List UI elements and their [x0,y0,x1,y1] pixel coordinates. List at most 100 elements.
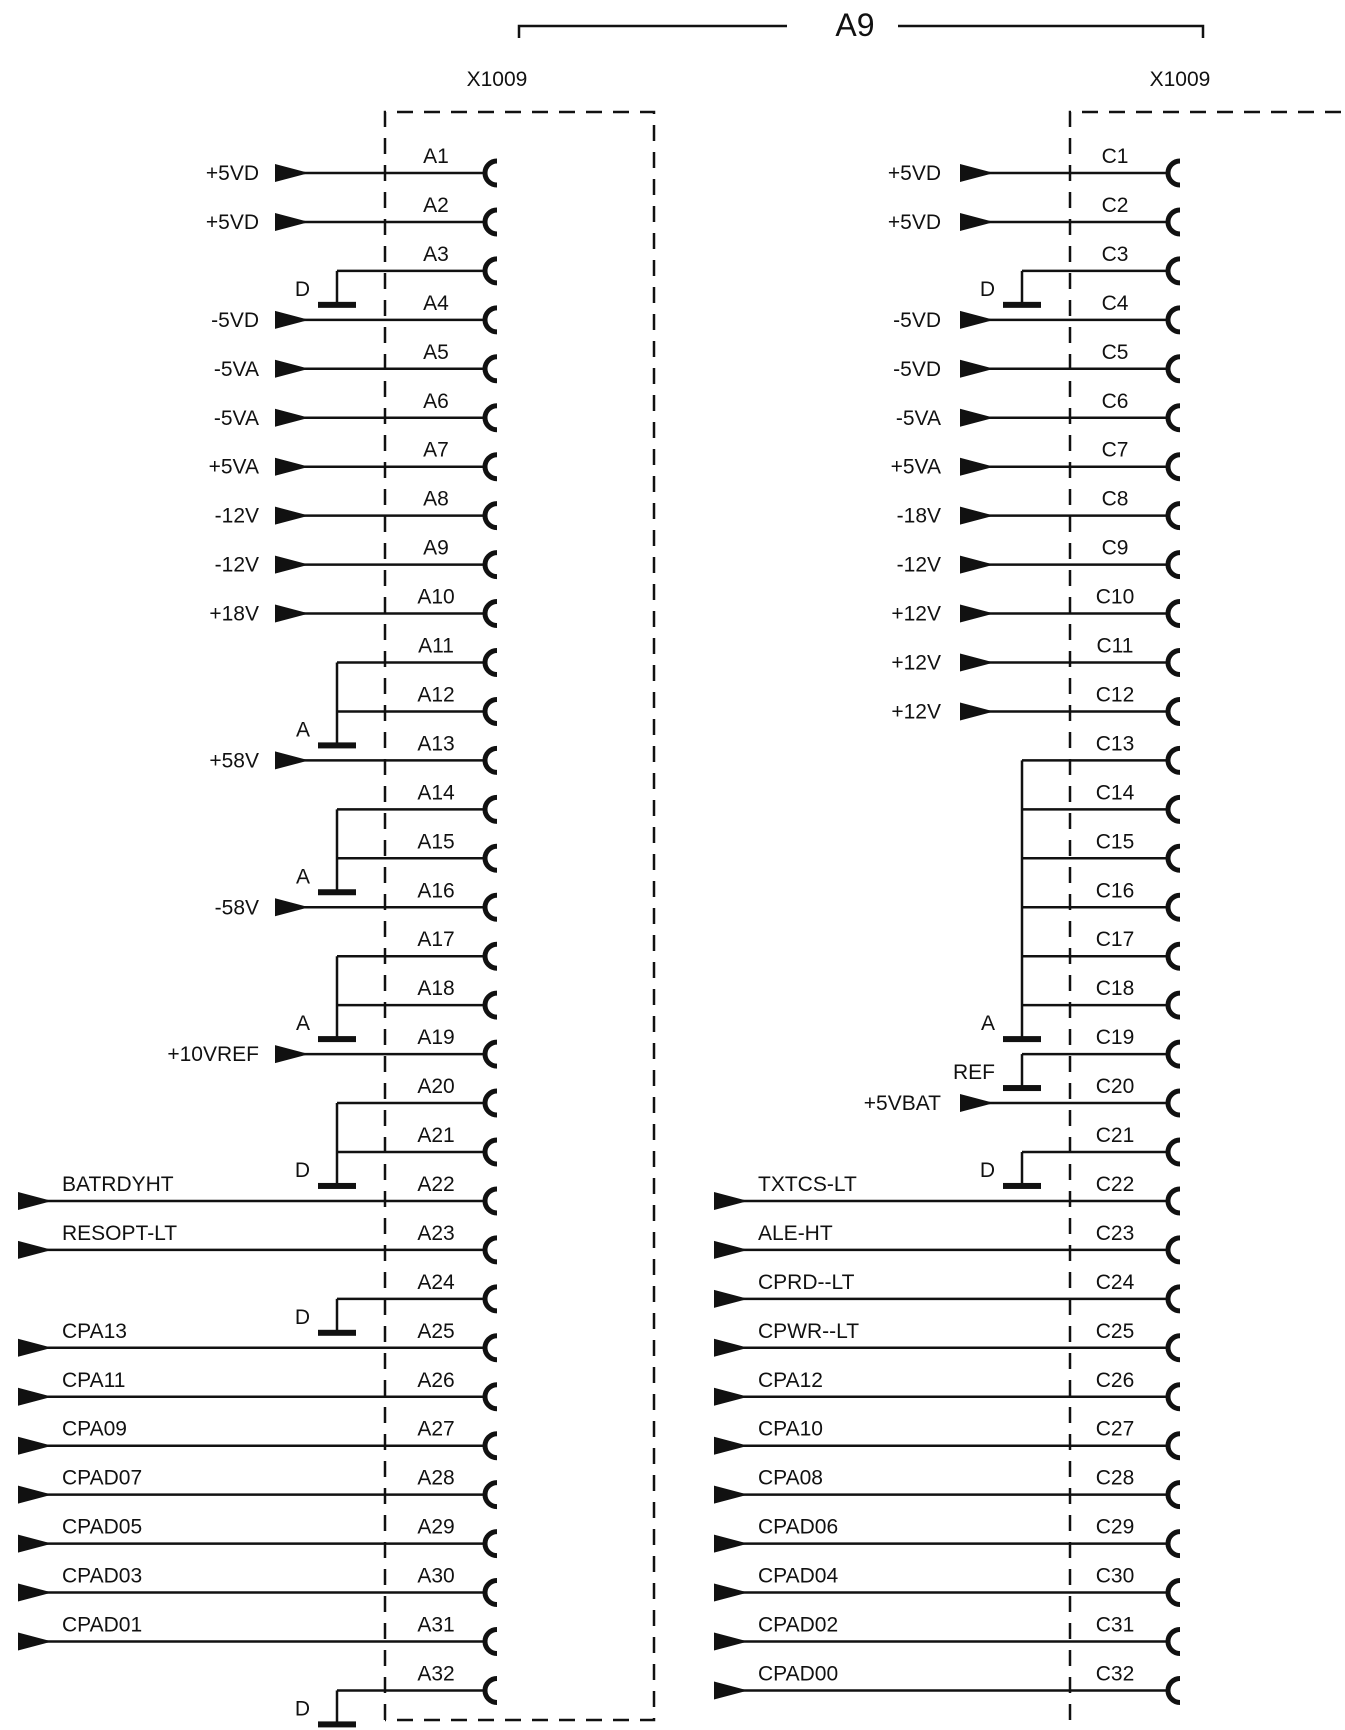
signal-arrow [960,555,994,574]
signal-arrow [18,1436,52,1455]
ground-symbol: D [980,1150,1168,1189]
pin-label: A26 [417,1369,454,1392]
pin-label: A31 [417,1614,454,1637]
ground-label: A [296,865,310,888]
net-label: CPAD02 [758,1614,838,1637]
ground-label: D [295,1159,310,1182]
contact-symbol [482,354,498,384]
pin-c31: C31 CPAD02 [714,1614,1181,1656]
contact-symbol [1165,1382,1181,1412]
net-label: CPAD03 [62,1565,142,1588]
net-label: +5VD [206,162,259,185]
contact-symbol [1165,452,1181,482]
contact-symbol [1165,1186,1181,1216]
ground-symbol: A [296,661,485,749]
pin-label: C6 [1102,390,1129,413]
signal-arrow [275,898,309,917]
signal-arrow [960,408,994,427]
pin-label: C25 [1096,1320,1135,1343]
contact-symbol [482,452,498,482]
contact-symbol [1165,501,1181,531]
pin-label: C29 [1096,1516,1135,1539]
contact-symbol [1165,354,1181,384]
board-bracket: A9 [517,7,1205,43]
pin-label: C18 [1096,977,1135,1000]
pin-label: C15 [1096,830,1135,853]
signal-arrow [275,1045,309,1064]
contact-symbol [482,648,498,677]
net-label: RESOPT-LT [62,1222,177,1245]
pin-label: A27 [417,1418,454,1441]
pin-c14: C14 [1096,781,1181,824]
contact-symbol [1165,550,1181,580]
contact-symbol [1165,794,1181,824]
pin-label: A4 [423,292,449,315]
signal-arrow [18,1338,52,1357]
pin-label: A15 [417,830,454,853]
pin-label: A3 [423,243,449,266]
signal-arrow [714,1485,748,1504]
contact-symbol [482,1382,498,1412]
pin-c1: C1 +5VD [888,145,1181,188]
pin-label: C28 [1096,1467,1135,1490]
ground-bar [318,1721,356,1728]
net-label: +12V [891,652,941,675]
pin-c6: C6 -5VA [896,390,1181,433]
pin-c21: C21 [1096,1124,1181,1167]
contact-symbol [1165,1578,1181,1608]
signal-arrow [960,310,994,329]
ground-bar [318,1182,356,1189]
pin-c30: C30 CPAD04 [714,1565,1181,1608]
pin-c12: C12 +12V [891,683,1181,726]
signal-arrow [275,212,309,231]
ground-label: A [981,1012,995,1035]
contact-symbol [482,403,498,433]
ground-bar [1003,1036,1041,1043]
signal-arrow [960,506,994,525]
net-label: -5VD [211,309,259,332]
pin-a8: A8 -12V [215,488,498,531]
ground-symbol: D [980,269,1168,308]
pins-layer: A1 +5VD A2 +5VD A3 A4 -5VD A5 -5VA A6 -5VA A7 +5VA A8… [18,145,1181,1705]
net-label: TXTCS-LT [758,1173,857,1196]
pin-a15: A15 [417,830,498,873]
pin-a10: A10 +18V [209,586,498,629]
signal-arrow [960,457,994,476]
net-label: -18V [897,505,941,528]
pin-label: C20 [1096,1075,1135,1098]
pin-label: C10 [1096,586,1135,609]
signal-arrow [960,359,994,378]
net-label: +10VREF [167,1043,259,1066]
pin-c22: C22 TXTCS-LT [714,1173,1181,1216]
contact-symbol [482,745,498,775]
pin-a13: A13 +58V [209,732,498,775]
ground-label: A [296,1012,310,1035]
contact-symbol [1165,1480,1181,1510]
contact-symbol [1165,648,1181,677]
pin-label: C22 [1096,1173,1135,1196]
contact-symbol [1165,696,1181,726]
pin-c4: C4 -5VD [893,292,1181,335]
pin-label: C7 [1102,439,1129,462]
contact-symbol [482,207,498,237]
pin-label: C8 [1102,488,1129,511]
pin-c16: C16 [1096,879,1181,922]
contact-symbol [1165,305,1181,335]
contact-symbol [482,1578,498,1608]
signal-arrow [714,1632,748,1651]
pin-label: C9 [1102,537,1129,560]
pin-a7: A7 +5VA [209,439,498,482]
pin-a30: A30 CPAD03 [18,1565,498,1608]
ground-label: D [295,1306,310,1329]
net-label: CPAD05 [62,1516,142,1539]
pin-c28: C28 CPA08 [714,1467,1181,1510]
pin-a21: A21 [417,1124,498,1167]
contact-symbol [1165,1627,1181,1656]
contact-symbol [1165,843,1181,873]
pin-a20: A20 [417,1075,498,1118]
pin-label: C1 [1102,145,1129,168]
signal-arrow [275,506,309,525]
signal-arrow [714,1240,748,1259]
pin-c7: C7 +5VA [891,439,1181,482]
pin-c20: C20 +5VBAT [864,1075,1181,1118]
